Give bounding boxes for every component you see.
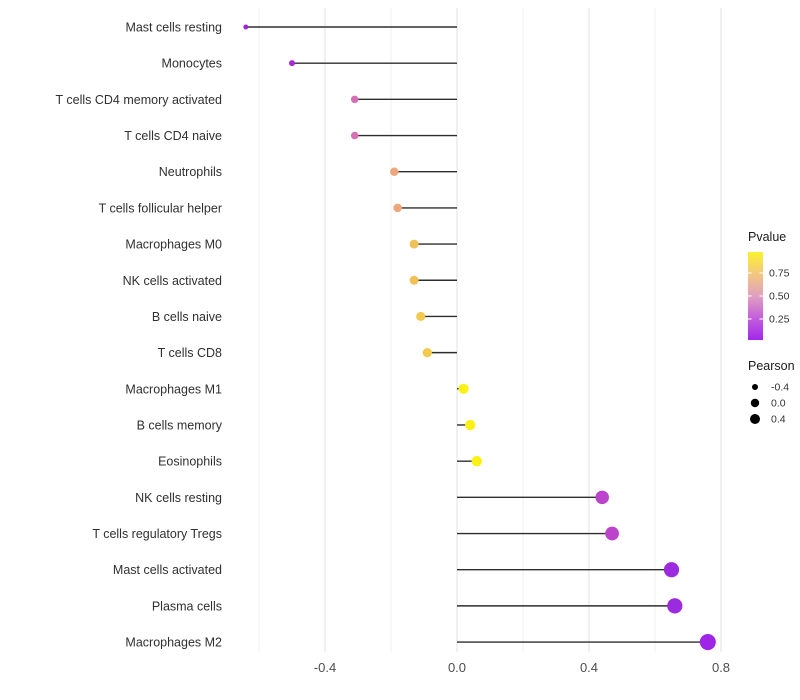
- lollipop-dot: [416, 311, 426, 321]
- y-axis-label: B cells memory: [137, 418, 223, 432]
- y-axis-label: T cells follicular helper: [99, 201, 222, 215]
- lollipop-dot: [393, 203, 402, 213]
- legend-pearson-dot: [750, 414, 760, 424]
- y-axis-label: NK cells resting: [135, 491, 222, 505]
- legend-pvalue-title: Pvalue: [748, 230, 786, 244]
- legend-pearson-dot: [752, 384, 758, 390]
- y-axis-label: T cells CD4 memory activated: [56, 93, 223, 107]
- lollipop-dot: [699, 634, 716, 651]
- lollipop-dot: [663, 562, 680, 578]
- lollipop-dot: [289, 60, 295, 67]
- y-axis-label: Macrophages M2: [125, 636, 222, 650]
- legend-pvalue-tick-label: 0.25: [769, 314, 790, 326]
- legend-pearson-label: -0.4: [771, 382, 789, 394]
- lollipop-dot: [667, 598, 683, 614]
- lollipop-dot: [350, 95, 359, 104]
- legend-pvalue-tick-label: 0.75: [769, 268, 790, 280]
- y-axis-label: Mast cells resting: [125, 21, 222, 35]
- y-axis-label: Neutrophils: [159, 165, 222, 179]
- y-axis-label: Plasma cells: [152, 599, 222, 613]
- x-axis-tick-label: 0.8: [712, 660, 730, 675]
- lollipop-dot: [595, 490, 609, 505]
- legend-gradient-bar: [748, 252, 763, 340]
- lollipop-dot: [458, 383, 469, 394]
- y-axis-label: Macrophages M1: [125, 382, 222, 396]
- y-axis-label: B cells naive: [152, 310, 222, 324]
- x-axis-tick-label: 0.4: [580, 660, 598, 675]
- lollipop-dot: [422, 347, 432, 358]
- lollipop-dot: [243, 24, 249, 30]
- y-axis-label: NK cells activated: [123, 274, 222, 288]
- lollipop-dot: [350, 131, 359, 140]
- y-axis-label: T cells CD8: [158, 346, 222, 360]
- lollipop-dot: [471, 455, 483, 467]
- x-axis-tick-label: 0.0: [448, 660, 466, 675]
- legend-pearson-label: 0.0: [771, 398, 786, 410]
- y-axis-label: T cells CD4 naive: [124, 129, 222, 143]
- lollipop-dot: [409, 275, 419, 285]
- lollipop-dot: [409, 239, 419, 249]
- y-axis-label: Mast cells activated: [113, 563, 222, 577]
- legend-pearson-title: Pearson: [748, 359, 795, 373]
- y-axis-label: Monocytes: [162, 57, 222, 71]
- legend-pearson-label: 0.4: [771, 414, 786, 426]
- legend-pvalue-tick-label: 0.50: [769, 291, 790, 303]
- lollipop-dot: [605, 526, 619, 541]
- lollipop-dot: [465, 419, 476, 431]
- y-axis-label: Eosinophils: [158, 455, 222, 469]
- x-axis-tick-label: -0.4: [314, 660, 336, 675]
- y-axis-label: T cells regulatory Tregs: [92, 527, 222, 541]
- y-axis-label: Macrophages M0: [125, 238, 222, 252]
- lollipop-dot: [390, 167, 399, 176]
- legend-pearson-dot: [750, 398, 760, 408]
